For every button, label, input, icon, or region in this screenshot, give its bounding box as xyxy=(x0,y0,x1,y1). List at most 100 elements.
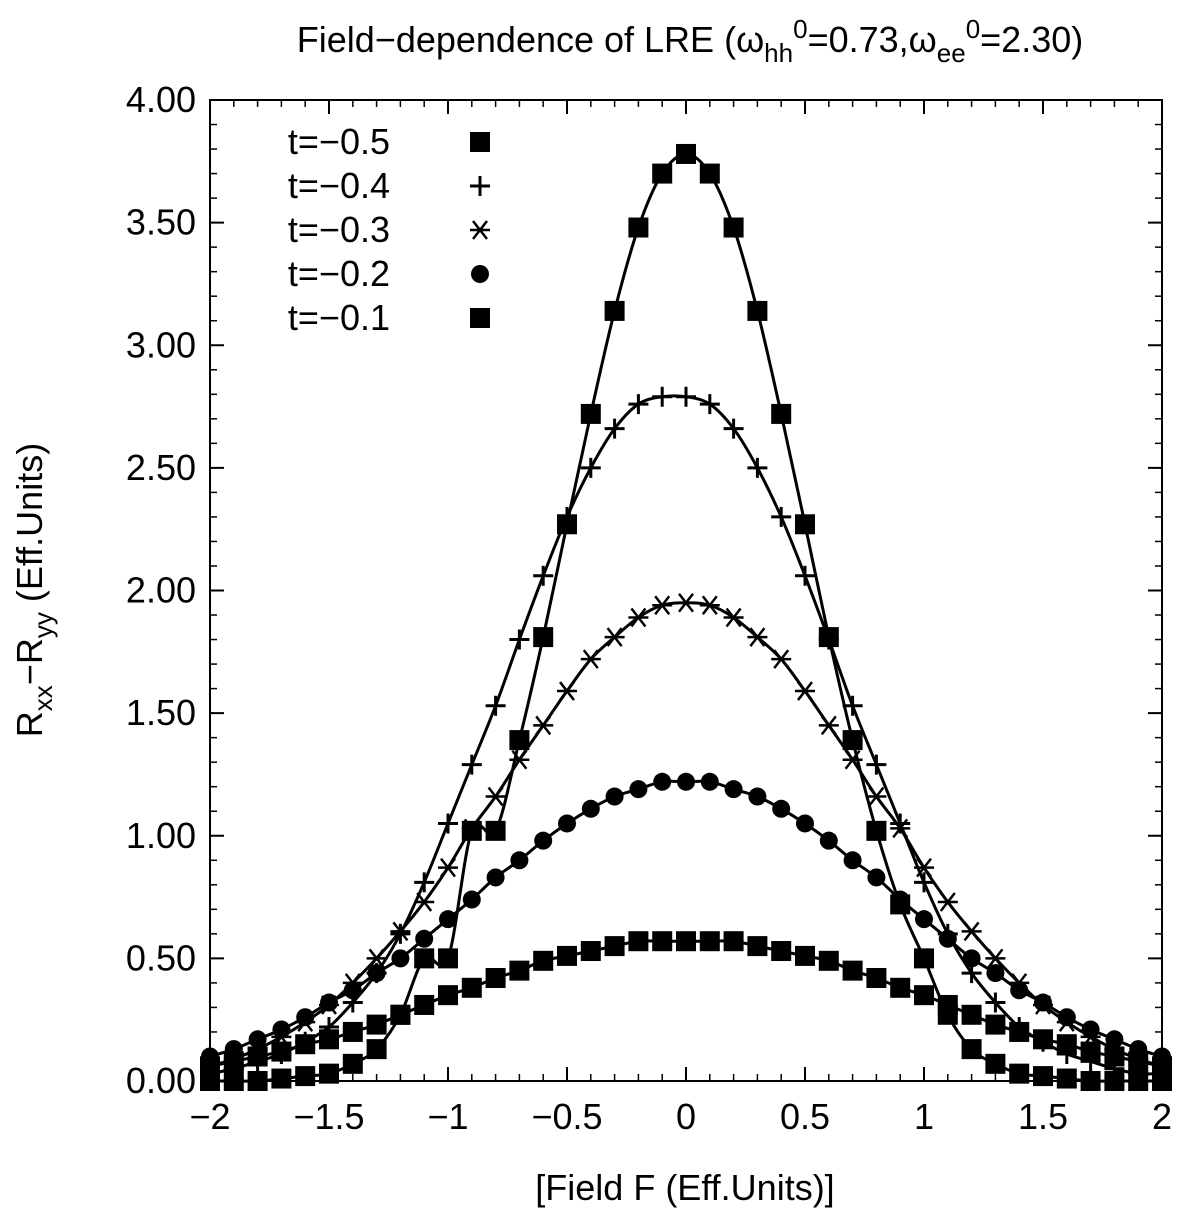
data-point xyxy=(605,787,624,806)
data-point xyxy=(1033,1066,1053,1087)
data-point xyxy=(414,994,435,1015)
legend-marker xyxy=(470,132,490,152)
data-point xyxy=(510,851,529,870)
y-tick-label: 4.00 xyxy=(126,79,196,120)
ast-d2 xyxy=(892,818,909,839)
data-point xyxy=(557,681,577,701)
data-point xyxy=(509,730,530,751)
data-point xyxy=(391,949,410,968)
data-point xyxy=(818,629,839,650)
ast-d2 xyxy=(844,749,861,770)
data-point xyxy=(248,1030,267,1049)
data-point xyxy=(247,1046,268,1067)
data-point xyxy=(699,163,720,184)
data-point xyxy=(1081,1020,1100,1039)
data-point xyxy=(652,163,673,184)
data-point xyxy=(438,813,458,834)
title-mid: =0.73, xyxy=(808,19,909,60)
data-point xyxy=(271,1041,292,1062)
data-point xyxy=(795,681,815,701)
data-point xyxy=(818,715,839,736)
data-point xyxy=(461,818,482,839)
data-point xyxy=(723,607,744,628)
data-point xyxy=(558,814,576,833)
data-point xyxy=(485,695,506,716)
data-point xyxy=(581,799,600,818)
data-point xyxy=(891,890,910,909)
data-point xyxy=(485,820,506,841)
data-point xyxy=(795,945,815,966)
data-point xyxy=(366,948,387,969)
data-point xyxy=(699,931,720,952)
data-point xyxy=(915,910,933,929)
data-point xyxy=(676,386,696,407)
data-point xyxy=(842,749,863,770)
data-point xyxy=(723,418,744,439)
data-point xyxy=(985,948,1006,969)
data-point xyxy=(414,872,435,893)
data-point xyxy=(652,595,673,615)
y-tick-label: 3.50 xyxy=(126,202,196,243)
ylabel-units: (Eff.Units) xyxy=(9,443,50,612)
data-point xyxy=(914,948,934,969)
data-point xyxy=(1105,1030,1124,1049)
data-point xyxy=(1056,1068,1077,1089)
data-point xyxy=(439,910,457,929)
data-point xyxy=(296,1008,315,1027)
data-point xyxy=(699,595,720,615)
data-point xyxy=(1080,1041,1101,1062)
ast-d2 xyxy=(725,607,742,628)
data-point xyxy=(319,1063,339,1084)
data-point xyxy=(320,993,338,1012)
data-point xyxy=(985,1014,1006,1035)
data-point xyxy=(771,403,792,424)
data-point xyxy=(1034,993,1052,1012)
ast-d2 xyxy=(559,681,575,701)
data-point xyxy=(1056,1034,1077,1055)
title-omega-hh: ω xyxy=(736,19,764,60)
data-point xyxy=(1104,1071,1125,1091)
data-point xyxy=(534,831,553,850)
data-point xyxy=(628,607,649,628)
data-point xyxy=(867,868,886,887)
data-point xyxy=(1010,981,1029,1000)
data-point xyxy=(890,818,911,839)
data-point xyxy=(771,649,792,669)
data-point xyxy=(700,772,719,791)
data-point xyxy=(914,872,934,893)
data-point xyxy=(1152,1056,1172,1077)
ast-d2 xyxy=(472,220,488,240)
data-point xyxy=(295,1066,316,1087)
data-point xyxy=(1033,1029,1053,1050)
data-point xyxy=(985,1053,1006,1074)
data-point xyxy=(747,457,768,478)
data-point xyxy=(772,799,791,818)
legend-label: t=−0.4 xyxy=(288,165,390,206)
ast-d2 xyxy=(701,595,718,615)
chart-title: Field−dependence of LRE (ωhh0=0.73,ωee0=… xyxy=(297,14,1083,68)
data-point xyxy=(961,1039,982,1060)
data-point xyxy=(819,831,838,850)
x-tick-label: −2 xyxy=(189,1096,230,1137)
data-point xyxy=(390,921,411,942)
data-point xyxy=(723,217,744,238)
ast-d2 xyxy=(797,681,813,701)
title-text: Field−dependence of LRE ( xyxy=(297,19,736,60)
data-point xyxy=(486,868,505,887)
data-point xyxy=(533,627,554,648)
data-point xyxy=(676,143,696,164)
legend-label: t=−0.2 xyxy=(288,253,390,294)
data-point xyxy=(914,857,934,878)
data-point xyxy=(223,1071,244,1091)
data-point xyxy=(843,851,862,870)
y-tick-label: 2.50 xyxy=(126,447,196,488)
data-point xyxy=(533,950,554,971)
legend-label: t=−0.5 xyxy=(288,121,390,162)
data-point xyxy=(842,730,863,751)
series-4 xyxy=(200,931,1172,1077)
data-point xyxy=(842,695,863,716)
data-point xyxy=(247,1071,268,1091)
x-tick-label: 0.5 xyxy=(780,1096,830,1137)
data-point xyxy=(1057,1008,1076,1027)
y-tick-label: 1.00 xyxy=(126,815,196,856)
